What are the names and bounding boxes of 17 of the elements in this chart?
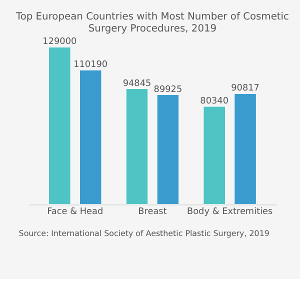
bar <box>156 94 180 205</box>
data-label: 90817 <box>231 84 260 94</box>
data-label: 89925 <box>154 84 182 95</box>
source-note: Source: International Society of Aesthetic Plastic Surgery, 2019 <box>18 229 270 238</box>
x-tick-label: Face & Head <box>47 206 104 217</box>
data-label: 94845 <box>122 78 152 89</box>
data-label: 80340 <box>200 96 229 106</box>
bar <box>126 88 148 205</box>
chart-title: Top European Countries with Most Number of Cosmetic Surgery Procedures, 2019 <box>14 11 289 34</box>
data-label: 129000 <box>42 37 77 48</box>
bar <box>234 93 256 205</box>
data-label: 110190 <box>74 60 108 70</box>
bar <box>48 46 71 205</box>
bar <box>79 70 102 205</box>
bar <box>203 106 226 205</box>
x-tick-label: Breast <box>138 206 168 217</box>
x-tick-label: Body & Extremities <box>186 206 274 217</box>
